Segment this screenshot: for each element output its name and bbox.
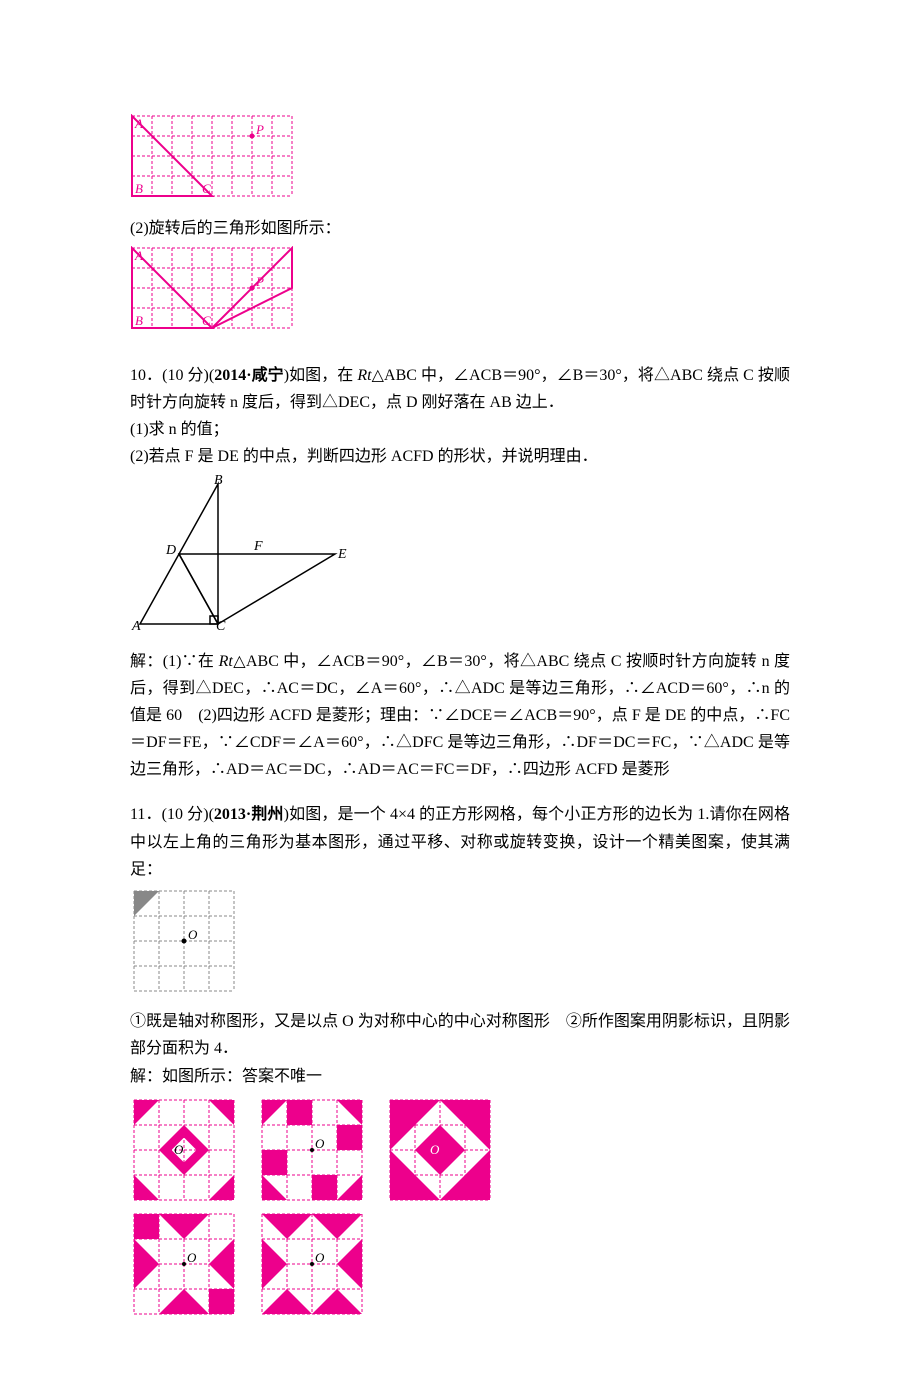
fig-10: A C B D E F xyxy=(130,474,790,643)
label-P: P xyxy=(255,122,264,137)
svg-text:F: F xyxy=(253,539,263,554)
patterns-row-1: O O O xyxy=(130,1096,790,1204)
pattern-1: O xyxy=(130,1096,238,1204)
svg-text:O: O xyxy=(187,1250,197,1265)
svg-text:B: B xyxy=(214,474,223,488)
fig-11: O xyxy=(130,887,790,1004)
svg-text:E: E xyxy=(337,547,347,562)
p10-q1: (1)求 n 的值； xyxy=(130,416,790,443)
p10-q2: (2)若点 F 是 DE 的中点，判断四边形 ACFD 的形状，并说明理由． xyxy=(130,443,790,470)
svg-text:O: O xyxy=(430,1142,440,1157)
fig-9b: A B C P xyxy=(130,246,790,343)
p10-text: 10．(10 分)(2014·咸宁)如图，在 Rt△ABC 中，∠ACB＝90°… xyxy=(130,362,790,416)
svg-text:C: C xyxy=(202,313,211,328)
label-C: C xyxy=(202,181,211,196)
svg-text:A: A xyxy=(134,248,143,263)
p11-req: ①既是轴对称图形，又是以点 O 为对称中心的中心对称图形 ②所作图案用阴影标识，… xyxy=(130,1008,790,1062)
svg-text:P: P xyxy=(255,274,264,289)
p11-sol: 解：如图所示：答案不唯一 xyxy=(130,1063,790,1090)
svg-text:O: O xyxy=(188,927,198,942)
svg-text:B: B xyxy=(135,313,143,328)
p10-solution: 解：(1)∵在 Rt△ABC 中，∠ACB＝90°，∠B＝30°，将△ABC 绕… xyxy=(130,648,790,784)
svg-text:D: D xyxy=(165,543,176,558)
pattern-2: O xyxy=(258,1096,366,1204)
p11-text: 11．(10 分)(2013·荆州)如图，是一个 4×4 的正方形网格，每个小正… xyxy=(130,801,790,883)
svg-text:O: O xyxy=(315,1136,325,1151)
label-B: B xyxy=(135,181,143,196)
svg-text:C: C xyxy=(216,619,226,634)
fig-9a: A B C P xyxy=(130,114,790,211)
pattern-3: O xyxy=(386,1096,494,1204)
p9-caption: (2)旋转后的三角形如图所示： xyxy=(130,215,790,242)
label-A: A xyxy=(134,116,143,131)
svg-text:O: O xyxy=(315,1250,325,1265)
svg-text:A: A xyxy=(131,619,141,634)
svg-text:O: O xyxy=(174,1142,184,1157)
